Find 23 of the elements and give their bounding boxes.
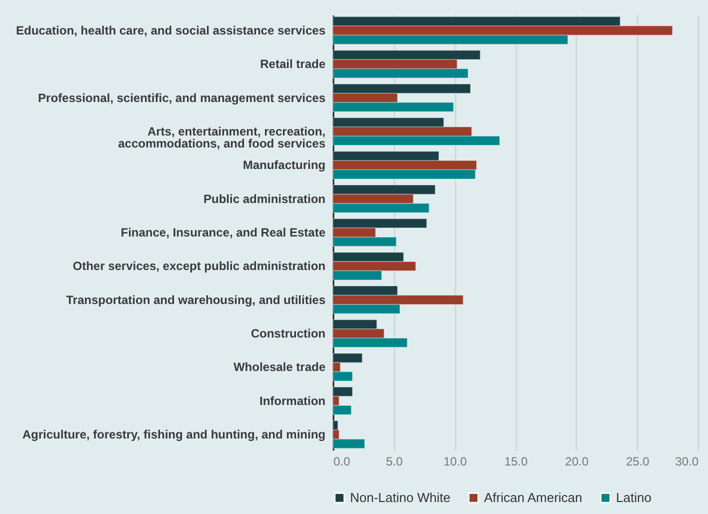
legend-label: Latino: [616, 490, 652, 505]
y-tick-label: Education, health care, and social assistance services: [16, 23, 326, 38]
x-tick-label: 10.0: [443, 454, 468, 468]
x-tick-label: 15.0: [504, 454, 528, 468]
y-tick-label: Agriculture, forestry, fishing and hunting, and mining: [22, 428, 326, 442]
y-tick-label: Transportation and warehousing, and utilities: [66, 292, 326, 307]
y-tick-label: Public administration: [203, 192, 326, 206]
x-tick-label: 5.0: [386, 454, 403, 468]
x-tick-label: 0.0: [334, 454, 351, 468]
legend-label: Non-Latino White: [350, 490, 450, 505]
x-tick-label: 20.0: [565, 454, 589, 468]
y-tick-label: Manufacturing: [242, 158, 326, 172]
y-tick-label: Retail trade: [260, 57, 326, 72]
x-tick-label: 25.0: [626, 454, 650, 468]
y-tick-label: Construction: [250, 326, 326, 341]
legend-label: African American: [484, 490, 582, 505]
y-tick-label: Professional, scientific, and management services: [38, 90, 326, 105]
y-tick-label: Wholesale trade: [233, 360, 326, 374]
y-tick-label: Finance, Insurance, and Real Estate: [120, 226, 326, 240]
x-tick-label: 30.0: [675, 454, 699, 468]
y-tick-label: Arts, entertainment, recreation, accommodations, and food services: [118, 124, 326, 150]
y-tick-label: Other services, except public administration: [72, 259, 326, 274]
y-tick-label: Information: [260, 394, 326, 408]
